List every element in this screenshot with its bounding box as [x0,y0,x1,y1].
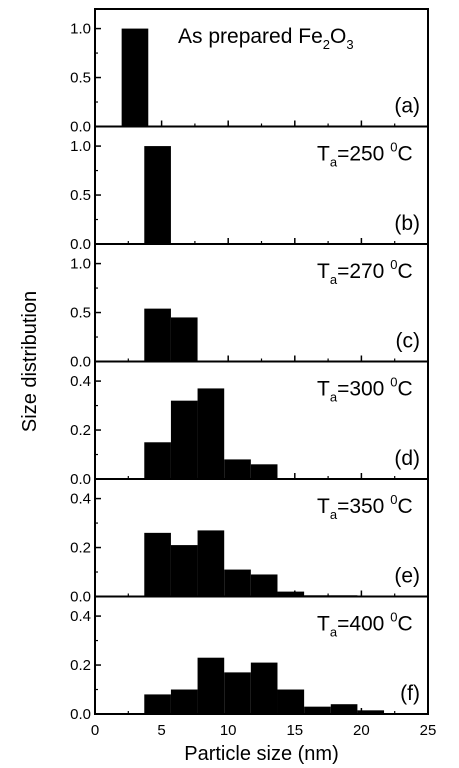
ytick-label-b-1: 0.5 [70,187,91,204]
bar-e-4 [250,574,278,597]
ytick-label-f-0: 0.0 [70,706,91,723]
ytick-label-d-2: 0.4 [70,373,91,390]
ytick-label-e-0: 0.0 [70,589,91,606]
panel-annotation-a: As prepared Fe2O3 [178,25,354,52]
ytick-label-e-1: 0.2 [70,540,91,557]
bar-a-0 [121,28,149,127]
bar-f-3 [224,672,251,714]
bar-d-1 [170,400,198,479]
ytick-label-c-0: 0.0 [70,354,91,371]
bar-f-0 [144,694,171,714]
panel-label-e: (e) [394,565,420,588]
ytick-label-f-1: 0.2 [70,657,91,674]
bar-f-7 [330,704,358,714]
bar-e-1 [170,545,198,597]
bar-f-5 [277,689,305,714]
xtick-label-0: 0 [91,722,99,739]
panel-annotation-c: Ta=270 0C [317,257,413,287]
ytick-label-a-2: 1.0 [70,21,91,38]
bar-d-2 [197,388,225,479]
ytick-label-c-2: 1.0 [70,256,91,273]
ytick-label-d-1: 0.2 [70,422,91,439]
ytick-label-c-1: 0.5 [70,305,91,322]
bar-d-3 [224,459,251,479]
panel-annotation-d: Ta=300 0C [317,375,413,405]
bar-e-5 [277,591,305,597]
bar-f-6 [304,706,331,714]
xtick-label-2: 10 [220,722,237,739]
ytick-label-b-0: 0.0 [70,236,91,253]
ytick-label-b-2: 1.0 [70,138,91,155]
panel-annotation-e: Ta=350 0C [317,492,413,522]
ytick-label-a-0: 0.0 [70,119,91,136]
ytick-label-e-2: 0.4 [70,491,91,508]
panel-label-b: (b) [394,212,420,235]
ytick-label-f-2: 0.4 [70,608,91,625]
panel-label-f: (f) [400,682,420,705]
bar-e-2 [197,530,225,597]
bar-e-0 [144,532,171,597]
panel-label-c: (c) [396,330,421,353]
bar-d-0 [144,442,171,479]
panel-annotation-b: Ta=250 0C [317,140,413,170]
ytick-label-a-1: 0.5 [70,70,91,87]
xtick-label-3: 15 [286,722,303,739]
bar-d-4 [250,464,278,479]
xtick-label-1: 5 [157,722,165,739]
x-axis-title: Particle size (nm) [184,743,338,765]
ytick-label-d-0: 0.0 [70,471,91,488]
bar-b-0 [144,146,171,244]
bar-c-0 [144,308,171,362]
bar-f-1 [170,689,198,714]
bar-c-1 [170,317,198,362]
bar-f-8 [357,710,385,714]
bar-f-4 [250,662,278,714]
bar-f-2 [197,657,225,714]
xtick-label-5: 25 [420,722,437,739]
panel-label-d: (d) [394,447,420,470]
panel-label-a: (a) [394,95,420,118]
panel-annotation-f: Ta=400 0C [317,610,413,640]
xtick-label-4: 20 [353,722,370,739]
y-axis-title: Size distribution [19,291,41,432]
